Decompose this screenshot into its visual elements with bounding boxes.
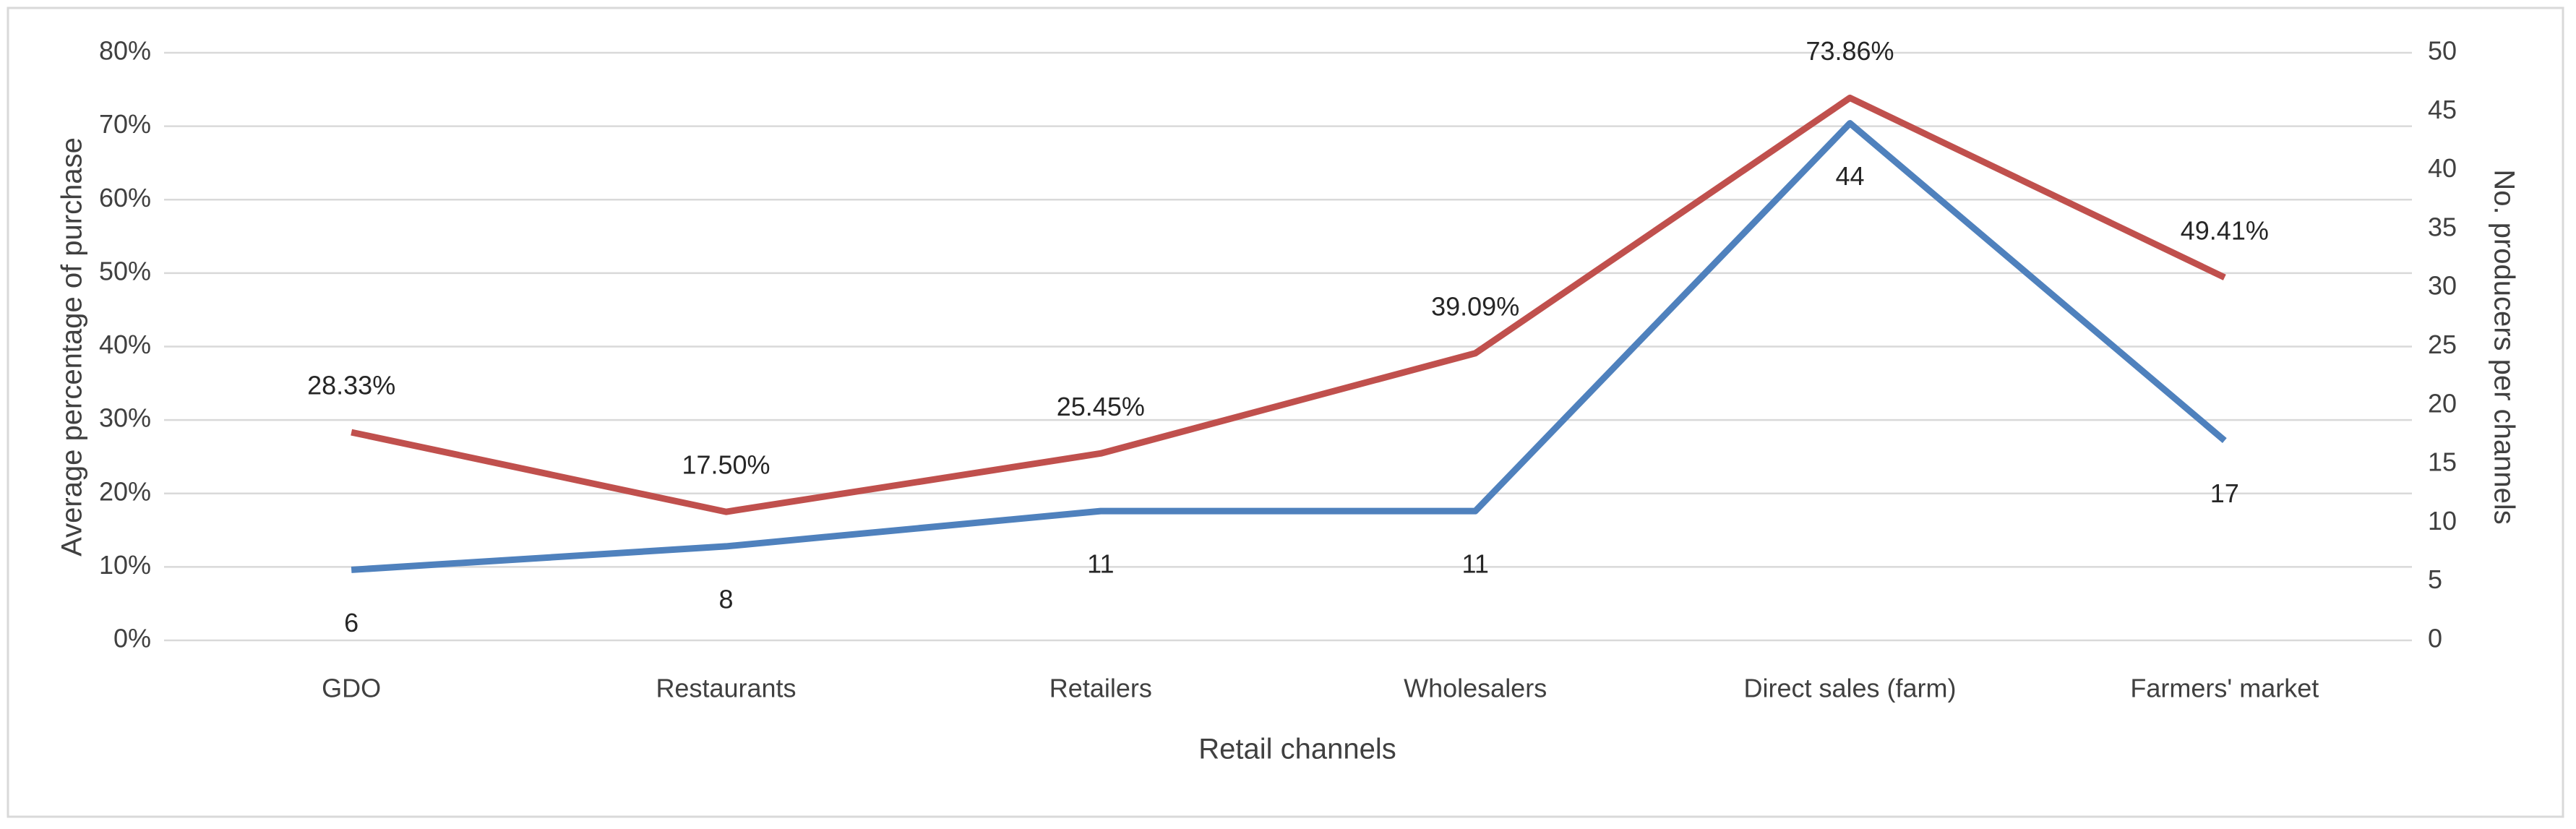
y-axis-title: Average percentage of purchase bbox=[56, 137, 88, 557]
y2-tick-label: 25 bbox=[2428, 330, 2457, 359]
value-label: 11 bbox=[1087, 549, 1114, 579]
y2-tick-label: 30 bbox=[2428, 271, 2457, 301]
x-axis-title: Retail channels bbox=[1198, 734, 1396, 765]
x-tick-label: Restaurants bbox=[656, 674, 796, 703]
series-line bbox=[351, 120, 2227, 573]
y2-tick-label: 20 bbox=[2428, 388, 2457, 418]
x-tick-label: Wholesalers bbox=[1404, 674, 1547, 703]
y-tick-label: 70% bbox=[99, 109, 151, 139]
value-label: 25.45% bbox=[1057, 392, 1145, 421]
y-tick-label: 80% bbox=[99, 36, 151, 66]
value-label: 28.33% bbox=[307, 371, 395, 400]
y-tick-label: 40% bbox=[99, 330, 151, 359]
y2-tick-label: 45 bbox=[2428, 95, 2457, 124]
y-tick-label: 60% bbox=[99, 183, 151, 212]
x-tick-label: Farmers' market bbox=[2130, 674, 2319, 703]
value-label: 8 bbox=[718, 584, 733, 614]
value-label: 39.09% bbox=[1431, 291, 1519, 321]
value-label: 17 bbox=[2210, 478, 2239, 508]
y2-tick-label: 35 bbox=[2428, 212, 2457, 241]
y2-tick-label: 50 bbox=[2428, 36, 2457, 66]
y2-tick-label: 15 bbox=[2428, 447, 2457, 477]
y2-tick-label: 5 bbox=[2428, 564, 2442, 594]
y-tick-label: 10% bbox=[99, 550, 151, 580]
series-line bbox=[351, 94, 2226, 515]
y-tick-label: 20% bbox=[99, 476, 151, 506]
y2-tick-label: 40 bbox=[2428, 153, 2457, 183]
chart-frame bbox=[7, 7, 2564, 818]
x-tick-label: Retailers bbox=[1049, 674, 1152, 703]
value-label: 17.50% bbox=[682, 450, 770, 480]
x-tick-label: Direct sales (farm) bbox=[1743, 674, 1956, 703]
value-label: 11 bbox=[1461, 549, 1488, 579]
y-tick-label: 30% bbox=[99, 403, 151, 433]
y2-tick-label: 10 bbox=[2428, 506, 2457, 536]
value-label: 6 bbox=[344, 608, 359, 637]
value-label: 49.41% bbox=[2181, 215, 2269, 245]
y-tick-label: 0% bbox=[113, 624, 151, 653]
value-label: 73.86% bbox=[1806, 36, 1894, 66]
y-tick-label: 50% bbox=[99, 256, 151, 285]
y2-axis-title: No. producers per channels bbox=[2488, 169, 2520, 524]
value-label: 44 bbox=[1835, 161, 1864, 191]
y2-tick-label: 0 bbox=[2428, 624, 2442, 653]
x-tick-label: GDO bbox=[322, 674, 381, 703]
